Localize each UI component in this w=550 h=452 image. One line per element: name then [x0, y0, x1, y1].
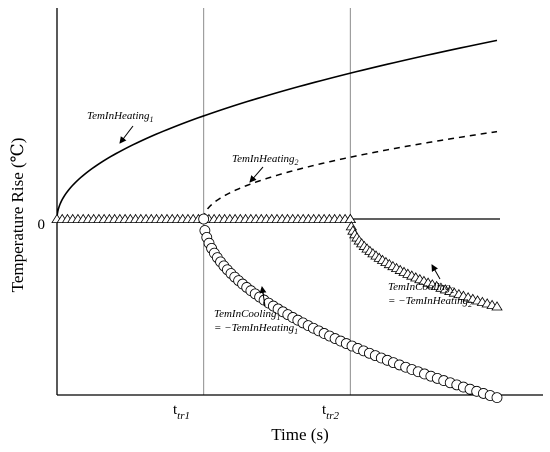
y-tick-label-0: 0 [38, 217, 46, 233]
annotation-sub: 2 [451, 286, 455, 295]
annotation-eq-sub: 2 [468, 300, 472, 309]
annotation-base: TemInCooling [388, 281, 451, 293]
cooling2-marker [491, 301, 503, 311]
annotation-eq-prefix: = −TemInHeating [388, 295, 469, 307]
annotation-cooling2: TemInCooling2 [388, 281, 455, 295]
annotation-base: TemInCooling [214, 308, 277, 320]
x-tick-label-ttr1: ttr1 [173, 402, 190, 422]
arrow-heating1 [119, 125, 134, 144]
series-heating2 [202, 130, 498, 220]
arrow-cooling1 [259, 286, 267, 307]
marker-group [51, 213, 503, 404]
annotation-arrows [119, 125, 441, 307]
cooling1-marker [491, 392, 503, 404]
x-axis-title: Time (s) [271, 425, 328, 444]
cooling1-marker [198, 213, 210, 225]
annotation-heating1: TemInHeating1 [87, 110, 154, 124]
annotation-cooling1: TemInCooling1 [214, 308, 281, 322]
series-heating1 [56, 39, 498, 220]
series-group [56, 39, 498, 220]
annotation-eq-sub: 1 [294, 327, 298, 336]
annotation-base: TemInHeating [232, 153, 295, 165]
annotation-cooling1-eq: = −TemInHeating1 [214, 322, 298, 336]
annotation-sub: 2 [295, 158, 299, 167]
x-tick-base: t [173, 402, 178, 418]
annotation-eq-prefix: = −TemInHeating [214, 322, 295, 334]
cooling2-marker [344, 213, 357, 224]
x-tick-sub: tr1 [177, 410, 190, 422]
annotation-sub: 1 [277, 313, 281, 322]
annotation-sub: 1 [150, 115, 154, 124]
arrow-cooling2 [431, 264, 441, 280]
annotation-heating2: TemInHeating2 [232, 153, 299, 167]
x-tick-sub: tr2 [326, 410, 339, 422]
x-tick-label-ttr2: ttr2 [322, 402, 340, 422]
y-axis-title: Temperature Rise (℃) [8, 138, 27, 293]
axes [56, 8, 543, 396]
arrow-heating2 [249, 166, 264, 183]
x-tick-base: t [322, 402, 327, 418]
annotation-cooling2-eq: = −TemInHeating2 [388, 295, 472, 309]
annotation-base: TemInHeating [87, 110, 150, 122]
